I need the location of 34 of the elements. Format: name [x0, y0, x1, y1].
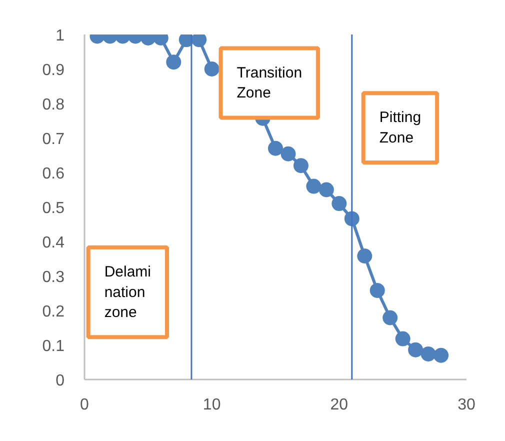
y-tick-label: 0.1 [42, 338, 65, 355]
y-tick-label: 1 [56, 28, 65, 44]
point [268, 140, 283, 156]
point [318, 182, 334, 198]
y-tick-label: 0.6 [42, 166, 65, 182]
x-tick-label: 0 [80, 396, 90, 414]
y-tick-label: 0.8 [42, 96, 65, 114]
point [166, 54, 182, 70]
y-tick-label: 0.9 [42, 62, 65, 79]
point [434, 348, 449, 363]
point [293, 158, 308, 174]
point [280, 146, 296, 162]
point [420, 346, 436, 362]
x-tick-label: 20 [330, 396, 348, 414]
y-tick-label: 0 [56, 372, 65, 390]
point [204, 62, 220, 76]
y-tick-label: 0.7 [42, 131, 65, 148]
annotation: Delami nation zone [104, 263, 152, 322]
point [382, 310, 398, 326]
x-tick-label: 10 [202, 396, 221, 414]
annotation: Pitting Zone [379, 109, 422, 147]
point [408, 342, 424, 358]
point [332, 196, 347, 212]
point [306, 178, 322, 194]
point [357, 248, 372, 264]
point [370, 283, 385, 298]
point [395, 331, 410, 346]
y-tick-label: 0.2 [42, 304, 65, 320]
point [192, 34, 207, 48]
x-tick-label: 30 [458, 396, 476, 414]
annotation: Transition Zone [236, 64, 302, 102]
y-tick-label: 0.4 [42, 234, 65, 252]
y-tick-label: 0.5 [42, 200, 65, 217]
y-tick-label: 0.3 [42, 269, 65, 286]
